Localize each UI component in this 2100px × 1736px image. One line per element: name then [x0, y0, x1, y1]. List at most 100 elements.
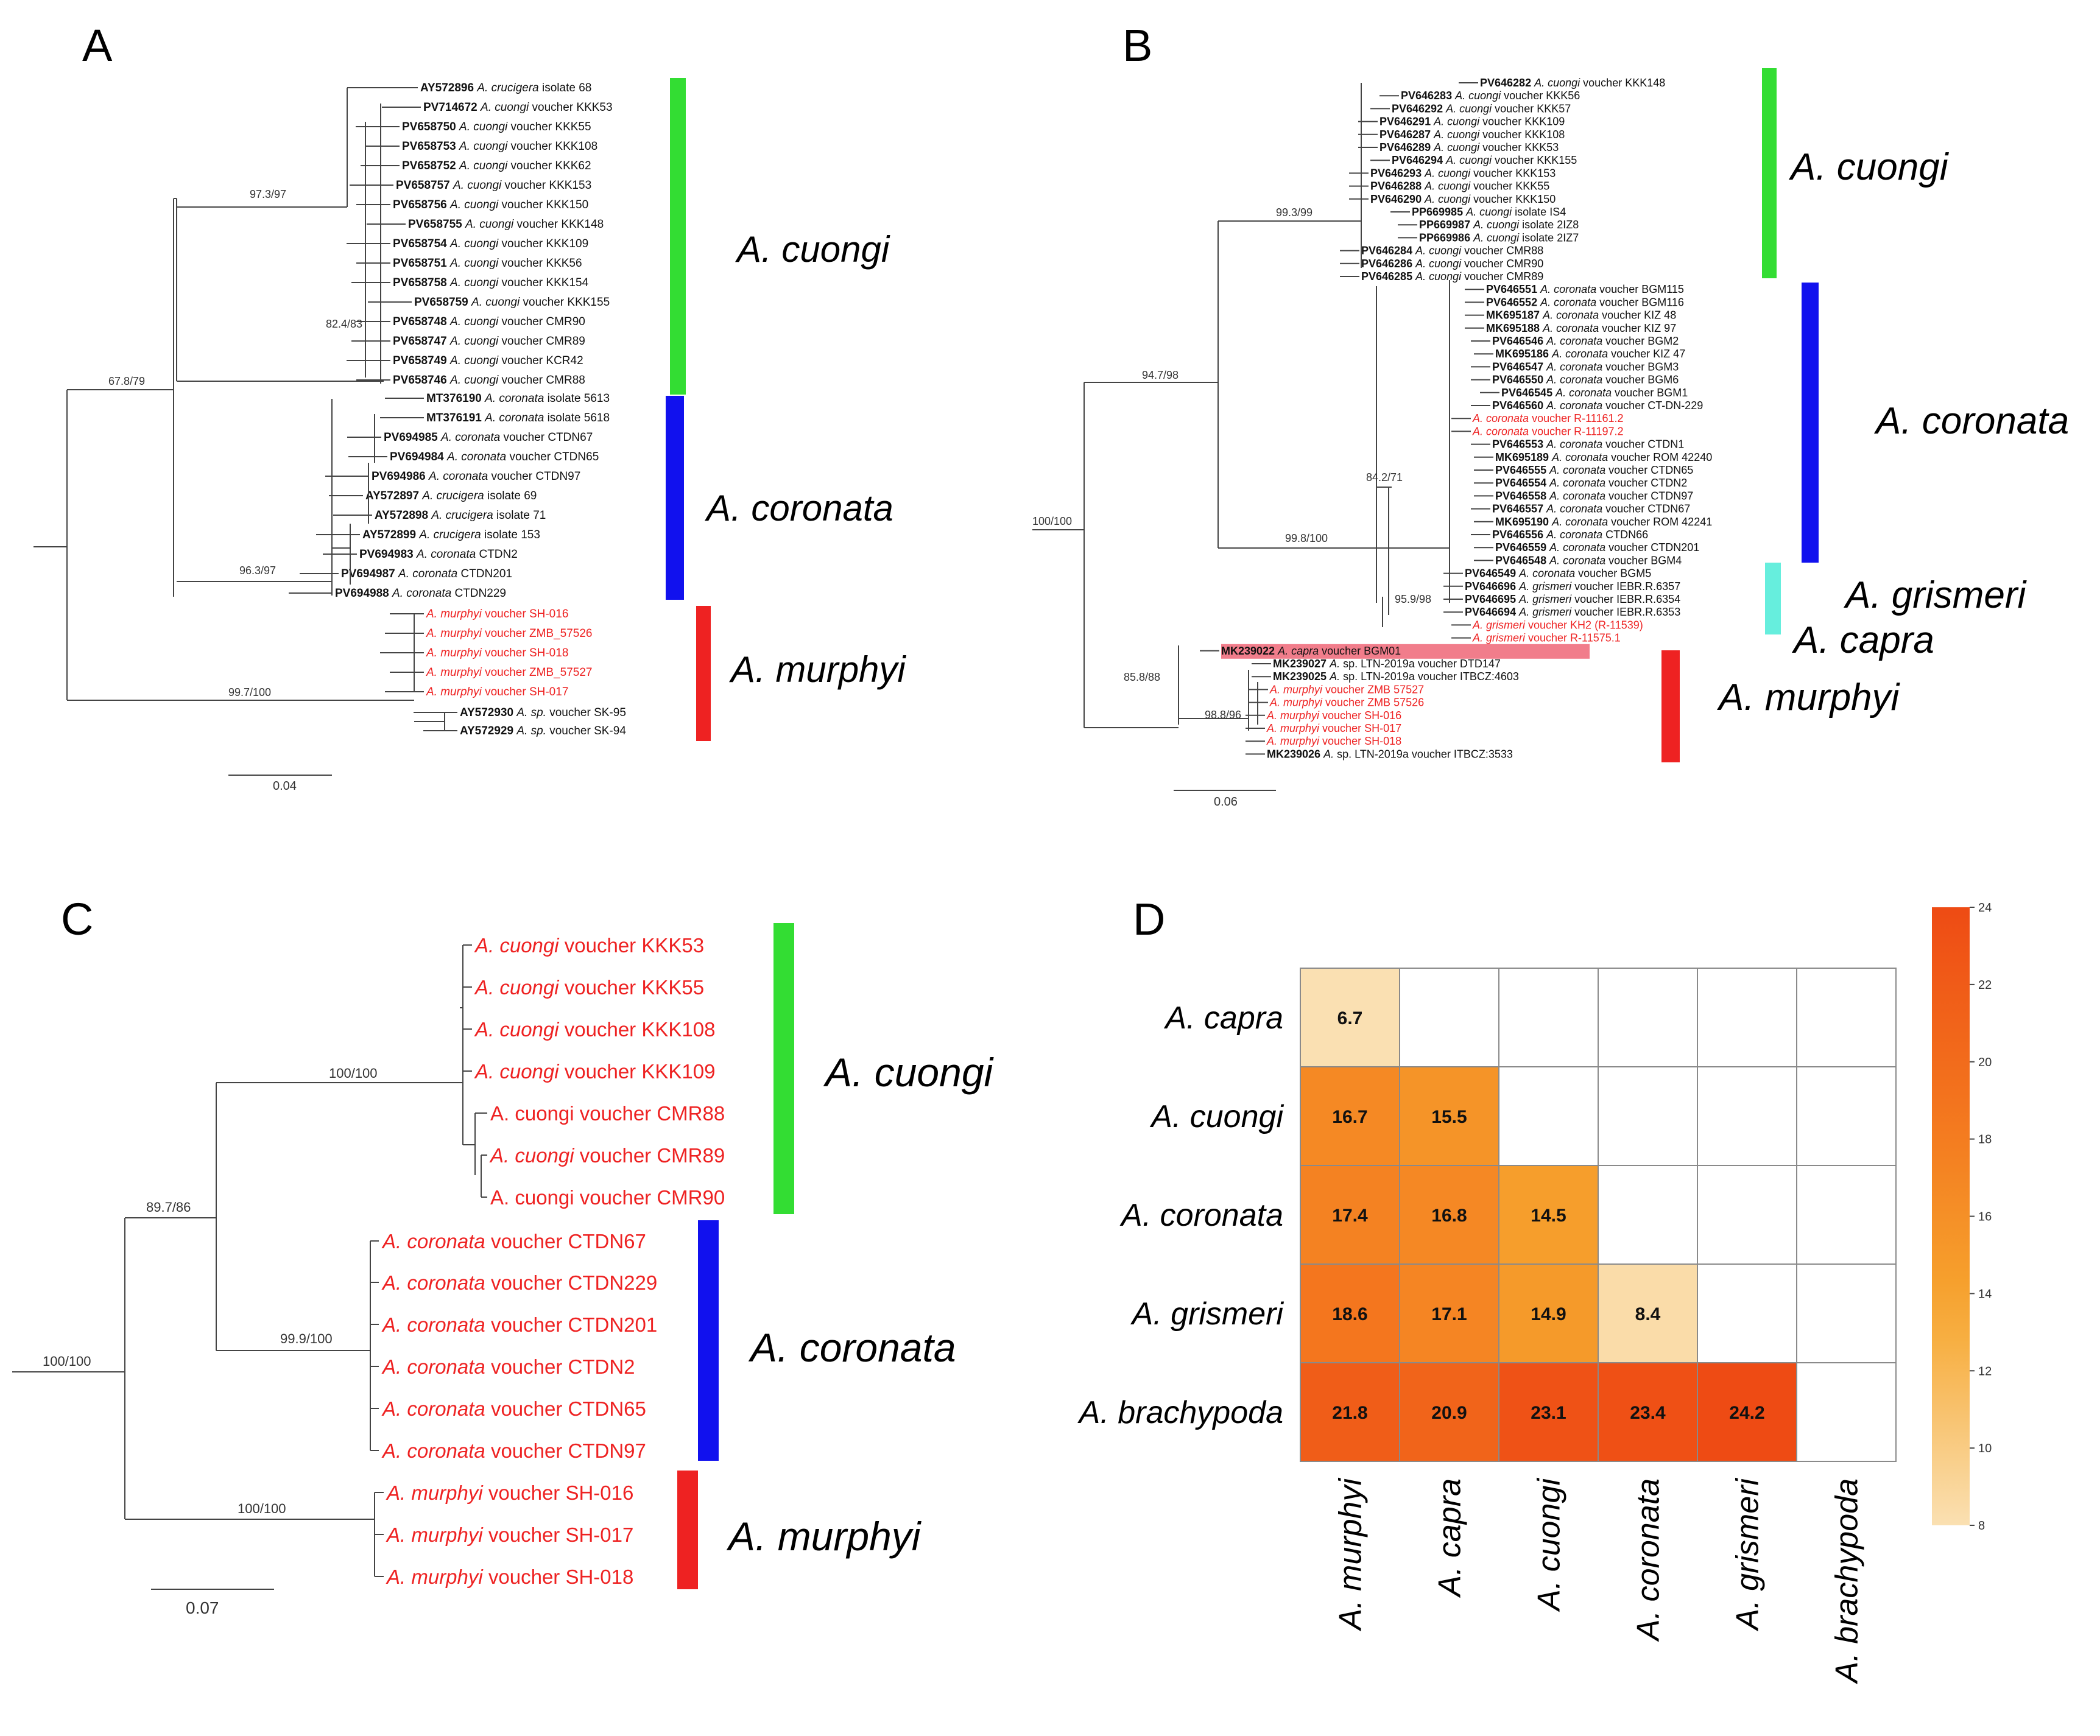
panel-a: A AY572896 A. crucigera isolate 68 PV71467…: [33, 20, 906, 793]
tip-species: A. murphyi: [426, 608, 482, 620]
tip-accession: PV658750: [402, 121, 456, 133]
clade-name: A. cuongi: [735, 229, 890, 270]
clade-name: A. coronata: [1873, 400, 2069, 442]
tip-voucher: voucher SK-95: [546, 706, 626, 719]
clade-bar-murphyi: [696, 606, 711, 741]
tip-accession: PV694986: [372, 470, 426, 483]
tip-voucher: voucher SH-017: [483, 1523, 634, 1546]
tip-species: A. coronata: [1551, 451, 1608, 463]
tip-voucher: voucher BGM1: [1612, 387, 1688, 399]
tip-species: A. grismeri: [1518, 580, 1572, 592]
tip-label: A. cuongi voucher KKK109: [474, 1060, 715, 1083]
heatmap-col-label: A. capra: [1432, 1478, 1468, 1598]
tip-voucher: voucher KKK55: [1470, 180, 1549, 192]
tip-voucher: voucher IEBR.R.6353: [1571, 606, 1680, 618]
tip-voucher: voucher R-11197.2: [1529, 425, 1623, 437]
tip-species: A. sp.: [516, 725, 546, 737]
heatmap-cell: [1697, 1066, 1797, 1166]
tip-species: A. murphyi: [426, 627, 482, 640]
tip-species: A. cuongi: [474, 976, 560, 999]
colorbar-tick-label: 18: [1978, 1133, 1992, 1147]
tip-voucher: voucher CTDN2: [1605, 477, 1687, 489]
tip-species: A. coronata: [1518, 568, 1575, 580]
heatmap-cell: [1796, 1362, 1897, 1462]
tip-accession: PV658756: [393, 199, 447, 211]
tip-accession: PV646548: [1495, 554, 1546, 566]
scale-label: 0.07: [186, 1598, 219, 1617]
tip-label: MK695187 A. coronata voucher KIZ 48: [1486, 309, 1676, 322]
tip-species: A. murphyi: [386, 1566, 484, 1588]
tip-species: A.: [1329, 658, 1340, 670]
clade-bar-cuongi: [670, 78, 686, 395]
tip-species: A. cuongi: [1454, 90, 1501, 102]
tip-label: A. murphyi voucher SH-016: [1266, 709, 1401, 722]
tip-species: A. murphyi: [1269, 697, 1323, 709]
tip-label: A. murphyi voucher SH-016: [426, 608, 568, 620]
colorbar-tick-label: 16: [1978, 1211, 1992, 1224]
heatmap-value: 21.8: [1332, 1403, 1367, 1423]
tip-species: A. murphyi: [1266, 709, 1320, 722]
tip-label: PV646292 A. cuongi voucher KKK57: [1392, 102, 1571, 114]
heatmap-cell: [1796, 1066, 1897, 1166]
support-value: 95.9/98: [1395, 593, 1431, 605]
tip-voucher: voucher ZMB 57526: [1322, 697, 1424, 709]
support-value: 99.9/100: [280, 1331, 333, 1346]
tip-species: A. cuongi: [1465, 206, 1512, 218]
tip-label: AY572897 A. crucigera isolate 69: [365, 490, 537, 502]
support-value: 84.2/71: [1366, 471, 1403, 483]
tip-label: PV694983 A. coronata CTDN2: [359, 548, 518, 561]
tip-voucher: CTDN66: [1602, 529, 1648, 541]
tip-label: PP669987 A. cuongi isolate 2IZ8: [1419, 219, 1579, 231]
tip-label: PV646548 A. coronata voucher BGM4: [1495, 554, 1682, 566]
tip-voucher: voucher KKK150: [498, 199, 588, 211]
tip-label: PV646554 A. coronata voucher CTDN2: [1495, 477, 1687, 489]
tip-label: PV646289 A. cuongi voucher KKK53: [1379, 141, 1559, 153]
tip-species: A. coronata: [416, 548, 476, 561]
tip-species: A. coronata: [1549, 464, 1605, 476]
colorbar: [1932, 907, 1970, 1525]
colorbar-tick-label: 10: [1978, 1442, 1992, 1455]
tip-label: PV646559 A. coronata voucher CTDN201: [1495, 541, 1699, 553]
clade-name: A. coronata: [748, 1325, 956, 1370]
tip-voucher: voucher BGM3: [1602, 360, 1679, 373]
tip-label: A. murphyi voucher SH-017: [426, 686, 568, 698]
panel-label-c: C: [61, 894, 93, 944]
tip-label: PV646294 A. cuongi voucher KKK155: [1392, 154, 1577, 166]
tip-accession: PV694983: [359, 548, 414, 561]
tip-voucher: voucher KKK109: [498, 237, 588, 250]
tip-accession: PV646549: [1465, 568, 1516, 580]
tip-voucher: voucher BGM116: [1596, 296, 1684, 308]
tip-species: A. coronata: [440, 431, 500, 444]
tip-voucher: voucher KKK148: [513, 218, 604, 231]
tip-voucher: voucher BGM4: [1605, 554, 1682, 566]
support-value: 97.3/97: [250, 188, 286, 200]
tip-species: A. coronata: [1551, 348, 1608, 360]
heatmap-cell: [1598, 1263, 1698, 1363]
tip-label: PV658757 A. cuongi voucher KKK153: [396, 179, 591, 192]
colorbar-tick-label: 24: [1978, 901, 1992, 915]
tip-voucher: voucher ZMB_57526: [482, 627, 593, 640]
tip-voucher: voucher BGM01: [1319, 645, 1401, 657]
tip-label: PV658755 A. cuongi voucher KKK148: [408, 218, 604, 231]
tip-species: A. cuongi: [1473, 219, 1520, 231]
tip-accession: MK695190: [1495, 516, 1549, 528]
tip-accession: PV646546: [1492, 335, 1543, 347]
colorbar-tick-label: 14: [1978, 1287, 1992, 1301]
tip-accession: MK695189: [1495, 451, 1549, 463]
tip-voucher: voucher SH-018: [482, 647, 569, 659]
heatmap-cell: [1598, 968, 1698, 1067]
tip-label: A. murphyi voucher ZMB 57526: [1269, 697, 1424, 709]
tip-voucher: voucher KKK62: [507, 160, 591, 172]
tip-label: A. cuongi voucher CMR90: [490, 1186, 725, 1209]
tip-accession: PV646547: [1492, 360, 1543, 373]
tip-label: MK239027 A. sp. LTN-2019a voucher DTD147: [1273, 658, 1501, 670]
tip-label: A. coronata voucher CTDN2: [381, 1355, 635, 1378]
tip-voucher: voucher BGM5: [1575, 568, 1651, 580]
tip-label: MK695186 A. coronata voucher KIZ 47: [1495, 348, 1685, 360]
tip-voucher: voucher KIZ 97: [1599, 322, 1676, 334]
tip-voucher: voucher CMR88: [1461, 245, 1543, 257]
tip-label: MT376190 A. coronata isolate 5613: [426, 392, 610, 405]
support-value: 100/100: [329, 1066, 378, 1081]
tip-accession: PV646294: [1392, 154, 1443, 166]
